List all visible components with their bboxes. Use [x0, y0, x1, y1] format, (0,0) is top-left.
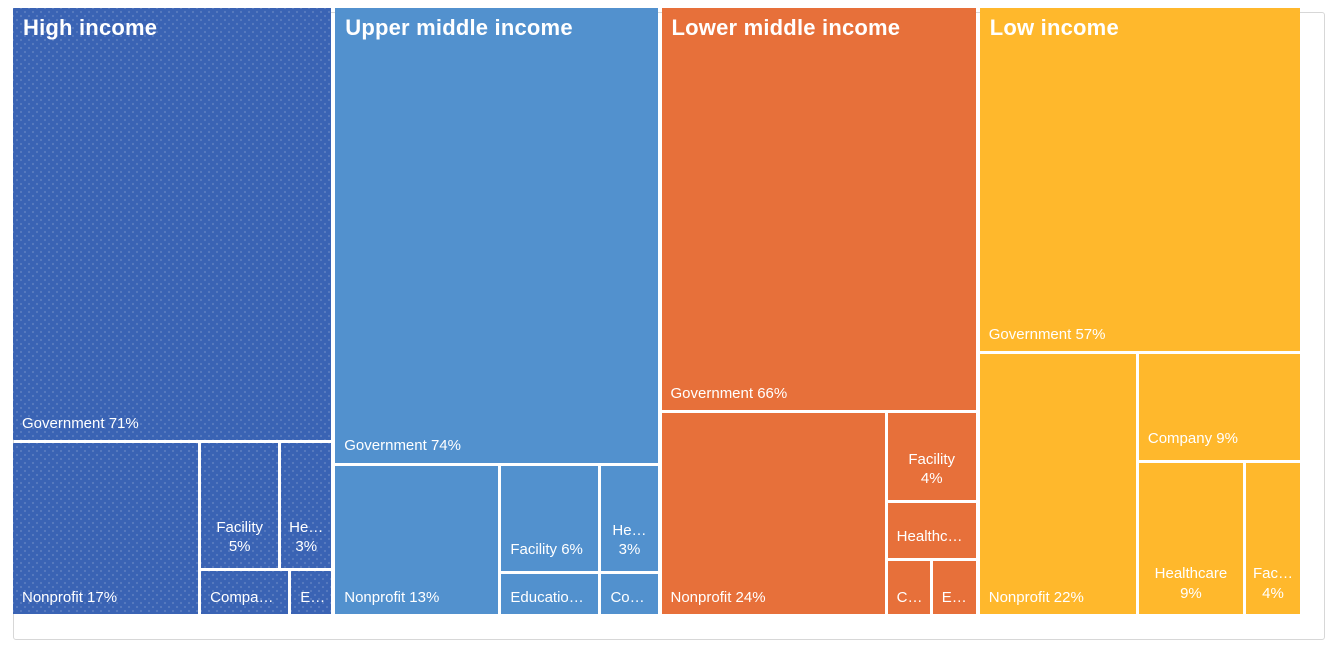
- cell-label-government: Government 66%: [670, 384, 788, 402]
- group-title-upper-middle-income: Upper middle income: [345, 15, 573, 40]
- cell-label-company: Co…: [610, 588, 645, 606]
- cell-upper-government: Upper middle income Government 74%: [335, 8, 658, 463]
- treemap-chart: High income Government 71% Nonprofit 17%…: [13, 8, 1300, 614]
- cell-lower-education: E…: [932, 560, 976, 614]
- cell-label-company: Compa…: [210, 588, 274, 606]
- cell-high-healthcare: He… 3%: [281, 443, 332, 568]
- cell-lower-company: C…: [887, 560, 930, 614]
- cell-label-company: C…: [896, 588, 923, 606]
- cell-upper-education: Educatio…: [501, 573, 599, 614]
- cell-high-nonprofit: Nonprofit 17%: [13, 443, 199, 614]
- cell-label-facility: Fac… 4%: [1252, 565, 1293, 602]
- cell-label-nonprofit: Nonprofit 22%: [988, 588, 1084, 606]
- cell-upper-healthcare: He… 3%: [601, 465, 658, 571]
- treemap-group-high-income: High income Government 71% Nonprofit 17%…: [13, 8, 332, 614]
- cell-low-healthcare: Healthcare 9%: [1138, 462, 1243, 614]
- cell-label-government: Government 74%: [344, 437, 461, 454]
- cell-low-nonprofit: Nonprofit 22%: [979, 354, 1136, 614]
- cell-label-education: Educatio…: [510, 588, 584, 606]
- cell-label-government: Government 57%: [988, 325, 1106, 343]
- cell-label-healthcare: Healthcare 9%: [1154, 565, 1228, 602]
- cell-upper-facility: Facility 6%: [501, 465, 599, 571]
- cell-lower-healthcare: Healthc…: [887, 502, 976, 558]
- cell-label-nonprofit: Nonprofit 13%: [344, 588, 440, 606]
- cell-high-company: Compa…: [201, 570, 289, 614]
- cell-high-facility: Facility 5%: [201, 443, 279, 568]
- cell-low-government: Low income Government 57%: [979, 8, 1300, 352]
- cell-label-nonprofit: Nonprofit 17%: [22, 588, 118, 606]
- cell-label-facility: Facility 4%: [908, 450, 956, 488]
- group-title-low-income: Low income: [989, 15, 1119, 40]
- cell-lower-nonprofit: Nonprofit 24%: [661, 413, 885, 614]
- treemap-group-low-income: Low income Government 57% Nonprofit 22% …: [979, 8, 1300, 614]
- cell-lower-government: Lower middle income Government 66%: [661, 8, 976, 411]
- cell-label-facility: Facility 5%: [216, 518, 263, 556]
- group-title-high-income: High income: [23, 15, 158, 40]
- cell-label-healthcare: He… 3%: [612, 521, 647, 559]
- cell-label-facility: Facility 6%: [510, 541, 583, 559]
- cell-lower-facility: Facility 4%: [887, 413, 976, 500]
- cell-label-nonprofit: Nonprofit 24%: [670, 588, 766, 606]
- treemap-group-lower-middle-income: Lower middle income Government 66% Nonpr…: [661, 8, 976, 614]
- cell-low-facility: Fac… 4%: [1245, 462, 1300, 614]
- cell-upper-nonprofit: Nonprofit 13%: [335, 465, 499, 614]
- cell-label-healthcare: He… 3%: [289, 518, 324, 556]
- group-title-lower-middle-income: Lower middle income: [671, 15, 901, 40]
- cell-high-education: E…: [291, 570, 332, 614]
- cell-label-education: E…: [300, 588, 326, 606]
- cell-high-government: High income Government 71%: [13, 8, 332, 441]
- cell-label-government: Government 71%: [22, 414, 139, 432]
- cell-label-healthcare: Healthc…: [896, 528, 963, 546]
- treemap-group-upper-middle-income: Upper middle income Government 74% Nonpr…: [335, 8, 658, 614]
- cell-label-company: Company 9%: [1147, 430, 1238, 447]
- cell-label-education: E…: [941, 588, 967, 606]
- cell-upper-company: Co…: [601, 573, 658, 614]
- cell-low-company: Company 9%: [1138, 354, 1300, 460]
